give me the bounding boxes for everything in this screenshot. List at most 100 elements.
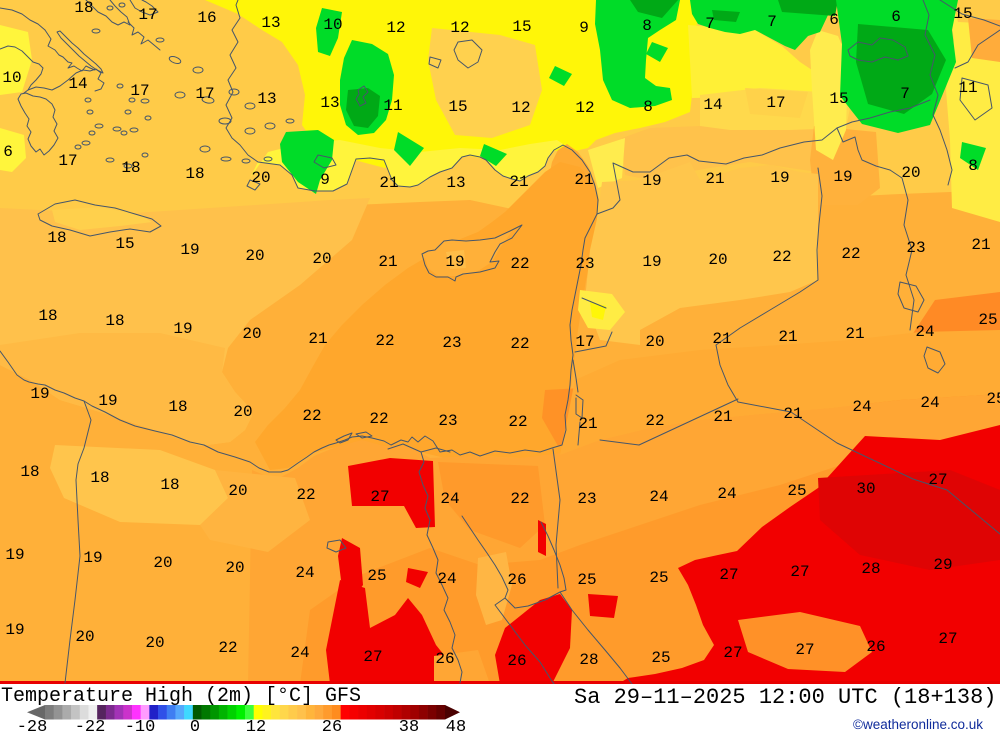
svg-text:22: 22	[772, 248, 791, 266]
svg-text:30: 30	[856, 480, 875, 498]
svg-text:38: 38	[399, 718, 419, 733]
svg-text:27: 27	[363, 648, 382, 666]
svg-text:24: 24	[852, 398, 871, 416]
svg-text:21: 21	[778, 328, 797, 346]
svg-text:24: 24	[437, 570, 456, 588]
svg-text:17: 17	[766, 94, 785, 112]
svg-text:25: 25	[986, 390, 1000, 408]
svg-text:20: 20	[245, 247, 264, 265]
svg-text:20: 20	[228, 482, 247, 500]
svg-text:9: 9	[579, 19, 589, 37]
svg-text:8: 8	[643, 98, 653, 116]
svg-text:23: 23	[575, 255, 594, 273]
svg-text:21: 21	[705, 170, 724, 188]
svg-text:11: 11	[383, 97, 402, 115]
svg-text:19: 19	[98, 392, 117, 410]
svg-text:24: 24	[717, 485, 736, 503]
svg-text:19: 19	[642, 253, 661, 271]
svg-text:19: 19	[5, 546, 24, 564]
svg-text:20: 20	[708, 251, 727, 269]
svg-text:20: 20	[145, 634, 164, 652]
svg-text:22: 22	[369, 410, 388, 428]
svg-text:13: 13	[257, 90, 276, 108]
svg-text:24: 24	[295, 564, 314, 582]
svg-text:6: 6	[3, 143, 13, 161]
svg-text:23: 23	[577, 490, 596, 508]
svg-text:19: 19	[180, 241, 199, 259]
svg-text:25: 25	[367, 567, 386, 585]
svg-text:17: 17	[195, 85, 214, 103]
svg-text:Sa 29–11–2025 12:00 UTC (18+13: Sa 29–11–2025 12:00 UTC (18+138)	[574, 685, 996, 710]
svg-text:26: 26	[507, 652, 526, 670]
svg-text:12: 12	[575, 99, 594, 117]
svg-text:19: 19	[445, 253, 464, 271]
svg-text:20: 20	[901, 164, 920, 182]
svg-text:18: 18	[74, 0, 93, 17]
svg-text:-22: -22	[75, 718, 106, 733]
svg-text:24: 24	[440, 490, 459, 508]
svg-text:26: 26	[322, 718, 342, 733]
svg-text:6: 6	[891, 8, 901, 26]
svg-text:16: 16	[197, 9, 216, 27]
svg-text:©weatheronline.co.uk: ©weatheronline.co.uk	[853, 717, 983, 732]
svg-text:21: 21	[713, 408, 732, 426]
svg-text:19: 19	[173, 320, 192, 338]
svg-text:19: 19	[5, 621, 24, 639]
svg-text:21: 21	[712, 330, 731, 348]
svg-text:19: 19	[770, 169, 789, 187]
svg-text:-28: -28	[17, 718, 48, 733]
svg-text:28: 28	[861, 560, 880, 578]
svg-text:21: 21	[578, 415, 597, 433]
svg-text:22: 22	[218, 639, 237, 657]
svg-text:7: 7	[900, 85, 910, 103]
svg-text:13: 13	[320, 94, 339, 112]
svg-text:15: 15	[115, 235, 134, 253]
svg-text:20: 20	[153, 554, 172, 572]
svg-text:27: 27	[370, 488, 389, 506]
svg-text:20: 20	[242, 325, 261, 343]
svg-text:20: 20	[312, 250, 331, 268]
svg-text:18: 18	[160, 476, 179, 494]
svg-text:23: 23	[442, 334, 461, 352]
svg-text:14: 14	[703, 96, 722, 114]
svg-text:25: 25	[787, 482, 806, 500]
svg-text:10: 10	[2, 69, 21, 87]
svg-text:22: 22	[841, 245, 860, 263]
svg-text:20: 20	[251, 169, 270, 187]
svg-text:25: 25	[649, 569, 668, 587]
svg-text:27: 27	[790, 563, 809, 581]
svg-text:Temperature High (2m) [°C] GFS: Temperature High (2m) [°C] GFS	[1, 685, 361, 708]
svg-text:12: 12	[450, 19, 469, 37]
svg-text:24: 24	[915, 323, 934, 341]
svg-text:19: 19	[833, 168, 852, 186]
svg-text:12: 12	[246, 718, 266, 733]
svg-text:12: 12	[511, 99, 530, 117]
svg-text:6: 6	[829, 11, 839, 29]
svg-text:20: 20	[233, 403, 252, 421]
svg-text:22: 22	[510, 335, 529, 353]
svg-text:11: 11	[958, 79, 977, 97]
svg-text:21: 21	[308, 330, 327, 348]
svg-text:18: 18	[20, 463, 39, 481]
svg-text:8: 8	[642, 17, 652, 35]
svg-text:27: 27	[723, 644, 742, 662]
svg-text:7: 7	[767, 13, 777, 31]
svg-text:17: 17	[138, 6, 157, 24]
svg-text:27: 27	[719, 566, 738, 584]
svg-text:18: 18	[105, 312, 124, 330]
svg-text:25: 25	[978, 311, 997, 329]
svg-text:21: 21	[379, 174, 398, 192]
svg-text:28: 28	[579, 651, 598, 669]
svg-text:24: 24	[649, 488, 668, 506]
svg-text:26: 26	[507, 571, 526, 589]
svg-text:17: 17	[58, 152, 77, 170]
svg-text:10: 10	[323, 16, 342, 34]
svg-text:22: 22	[375, 332, 394, 350]
svg-text:19: 19	[30, 385, 49, 403]
svg-text:18: 18	[47, 229, 66, 247]
svg-text:15: 15	[448, 98, 467, 116]
svg-text:18: 18	[90, 469, 109, 487]
svg-text:21: 21	[574, 171, 593, 189]
svg-text:20: 20	[225, 559, 244, 577]
svg-text:13: 13	[261, 14, 280, 32]
